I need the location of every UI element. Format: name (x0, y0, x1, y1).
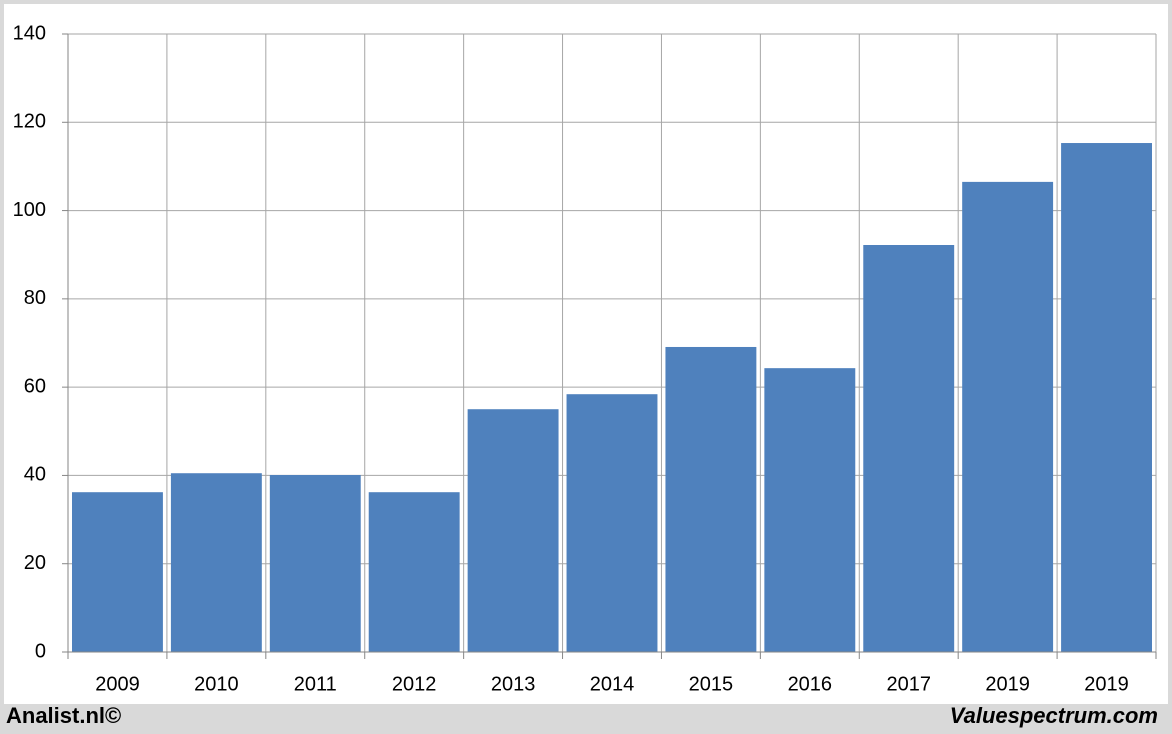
credit: Valuespectrum.com (950, 703, 1158, 728)
bar (863, 245, 955, 652)
x-tick-label: 2016 (788, 673, 833, 695)
y-tick-label: 100 (13, 199, 46, 221)
y-tick-label: 80 (24, 287, 46, 309)
x-tick-label: 2017 (886, 673, 931, 695)
bar (665, 346, 757, 652)
bar (72, 492, 163, 652)
x-tick-label: 2009 (95, 673, 140, 695)
x-tick-label: 2012 (392, 673, 437, 695)
bar (764, 368, 856, 652)
bar (170, 473, 262, 652)
y-tick-label: 120 (13, 111, 46, 133)
y-tick-label: 140 (13, 22, 46, 44)
bar (467, 409, 559, 652)
x-tick-label: 2019 (1084, 673, 1129, 695)
y-tick-label: 0 (35, 640, 46, 662)
source: Analist.nl© (6, 703, 121, 728)
y-tick-label: 20 (24, 552, 46, 574)
bar (368, 492, 460, 652)
bar (1061, 143, 1152, 653)
x-tick-label: 2011 (294, 673, 337, 695)
y-tick-label: 60 (24, 375, 46, 397)
x-tick-label: 2014 (590, 673, 635, 695)
x-tick-label: 2015 (689, 673, 734, 695)
y-tick-label: 40 (24, 464, 46, 486)
bar (566, 394, 658, 652)
bar (962, 181, 1054, 652)
bar (269, 474, 361, 652)
x-tick-label: 2019 (985, 673, 1030, 695)
x-tick-label: 2013 (491, 673, 536, 695)
x-tick-label: 2010 (194, 673, 239, 695)
